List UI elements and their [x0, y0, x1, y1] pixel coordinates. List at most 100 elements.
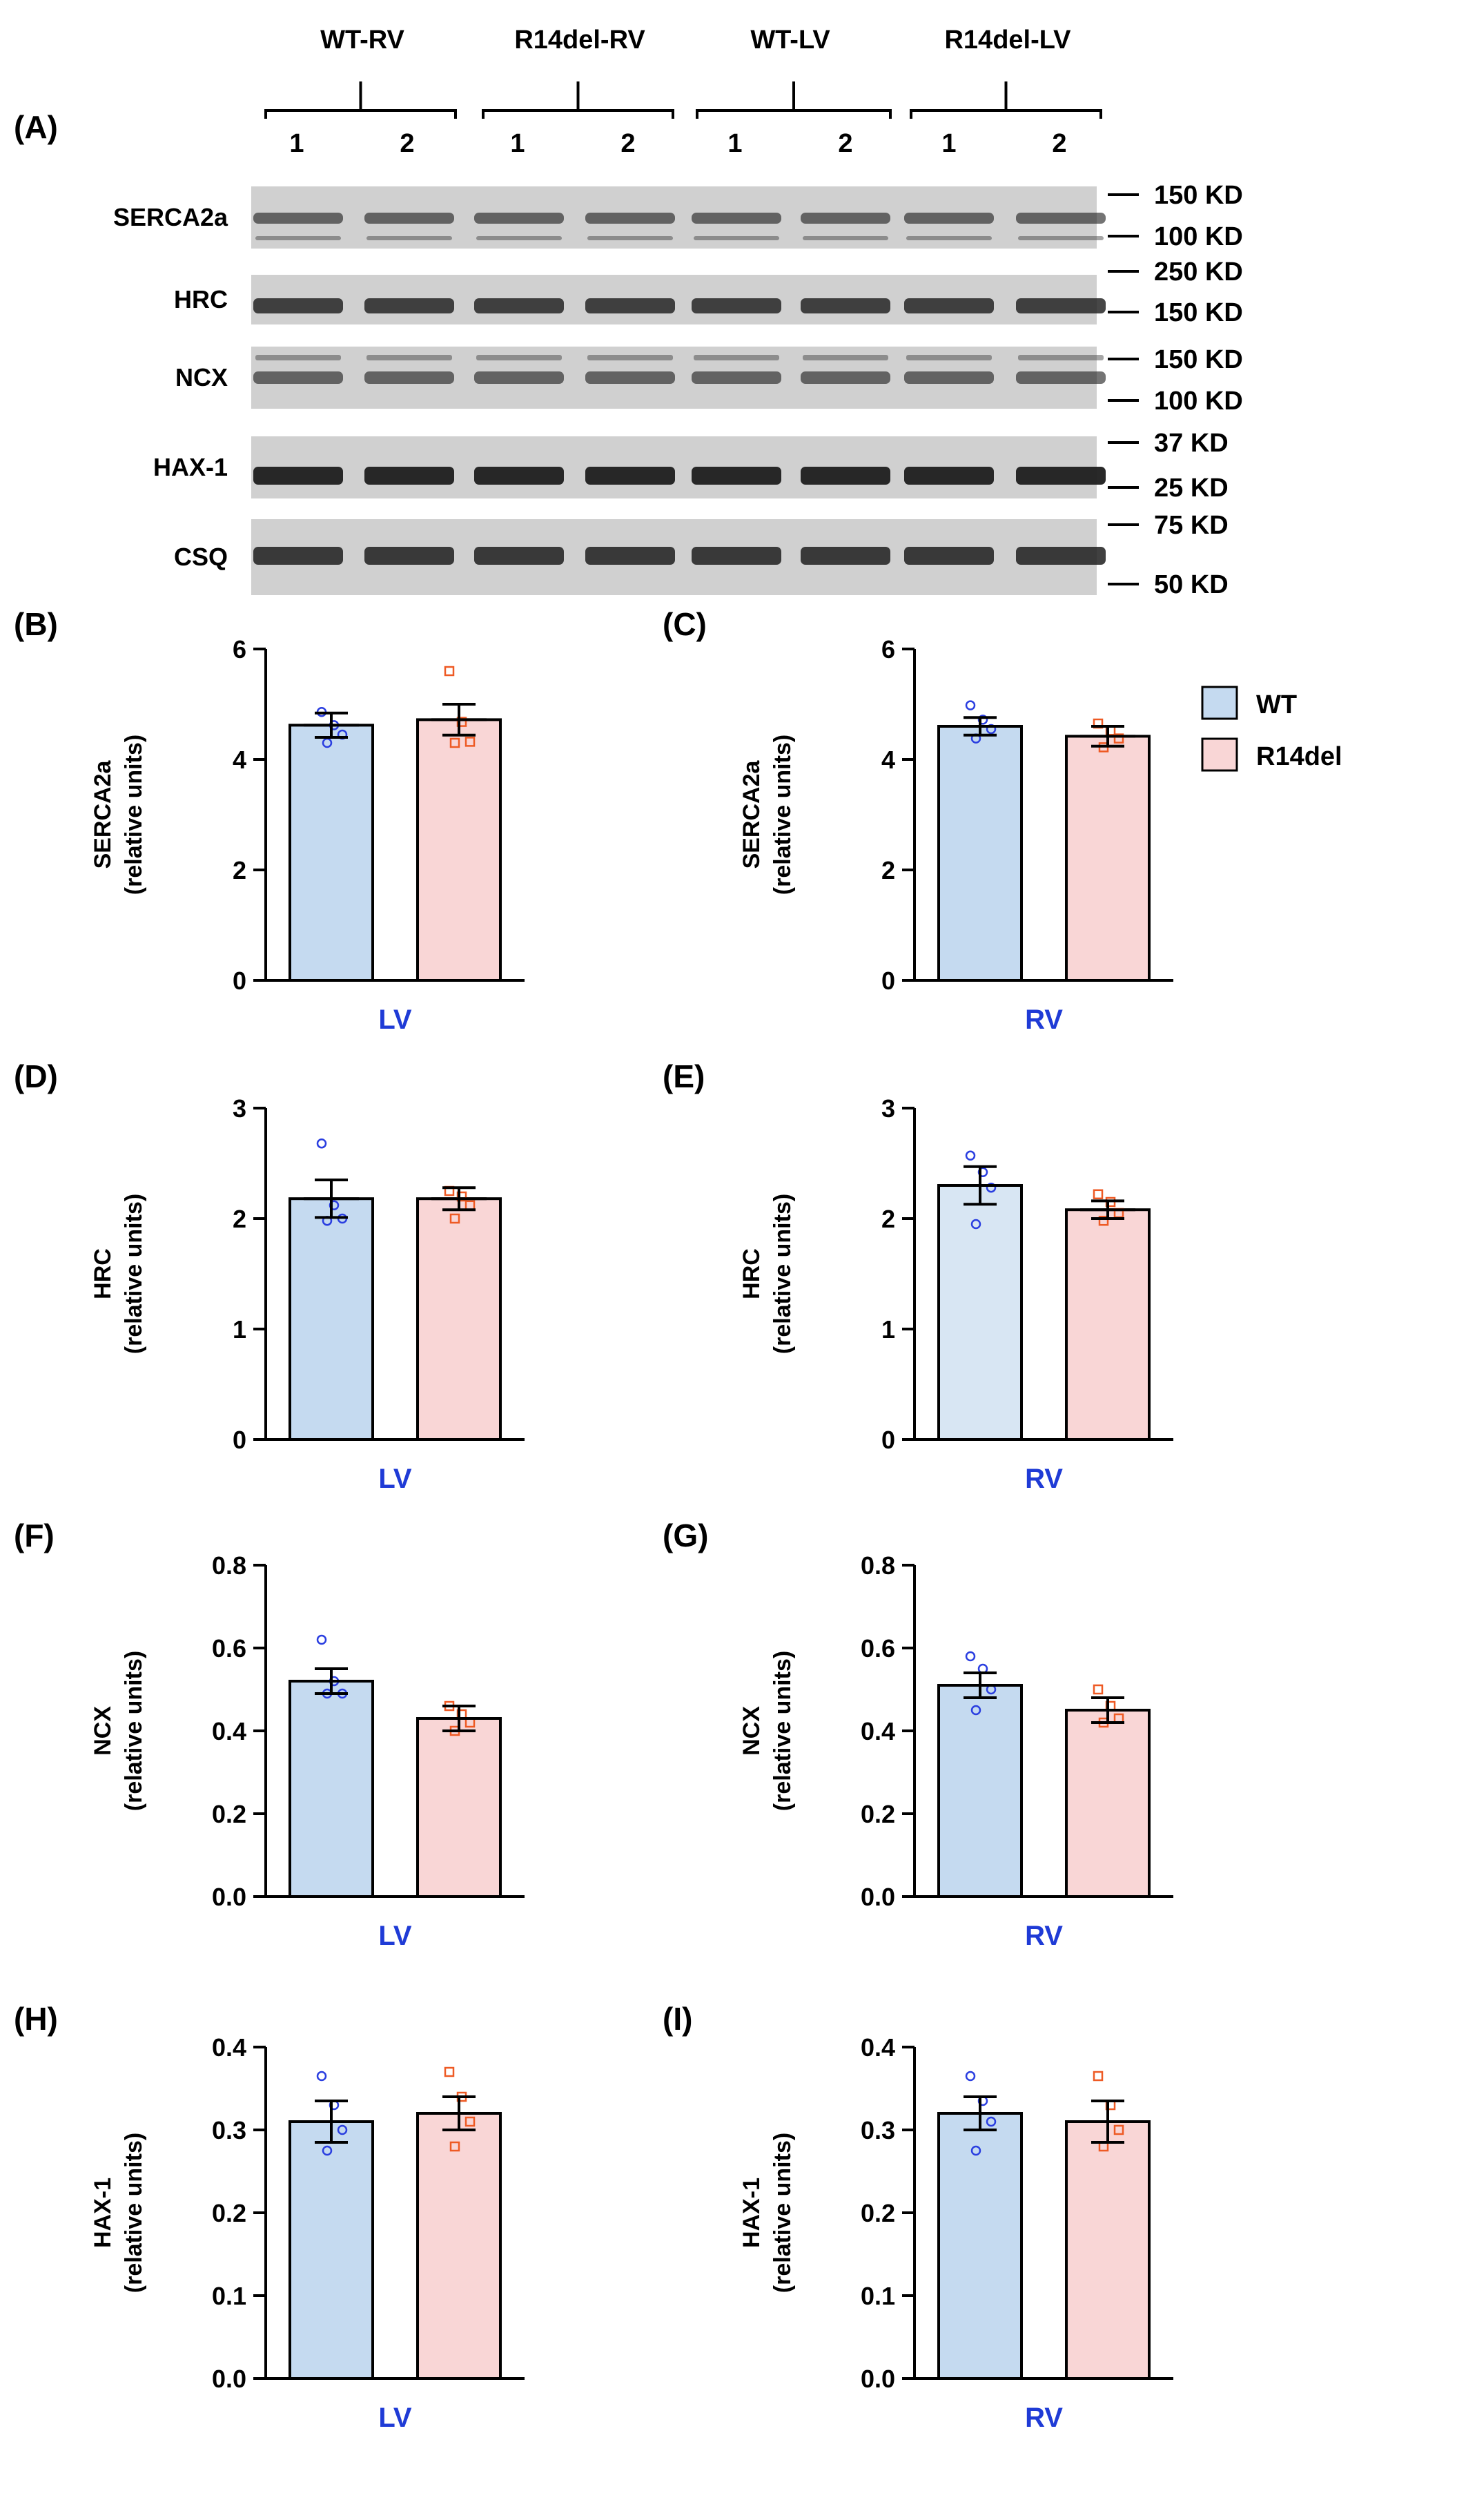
chart-h: (H) 0.0 0.1 0.2 0.3 0.4 HAX-1 (relative units) L…: [14, 2001, 525, 2433]
legend-swatch-0: [1201, 686, 1238, 720]
y-tick-label: 0: [233, 1426, 246, 1454]
y-tick-label: 0.4: [861, 2033, 895, 2062]
blot-band: [585, 547, 675, 565]
blot-row-ncx: NCX 150 KD 100 KD: [175, 345, 1243, 416]
blot-band: [364, 547, 454, 565]
chart-f: (F) 0.0 0.2 0.4 0.6 0.8 NCX (relative units) LV: [14, 1518, 525, 1951]
y-tick-label: 1: [881, 1315, 895, 1344]
protein-label-hrc: HRC: [174, 285, 228, 313]
y-axis-label: NCX: [739, 1706, 765, 1756]
group-label-3: R14del-LV: [944, 26, 1071, 55]
y-axis-units: (relative units): [770, 735, 796, 895]
blot-band: [474, 371, 564, 384]
group-bracket-0: [264, 81, 457, 119]
data-point-r14del: [1093, 1189, 1104, 1200]
y-axis-label: SERCA2a: [739, 759, 765, 869]
blot-band-faint: [587, 355, 673, 360]
y-axis-label: HAX-1: [739, 2178, 765, 2248]
blot-band: [585, 298, 675, 313]
y-tick-label: 3: [233, 1094, 246, 1123]
data-point-wt: [316, 1634, 327, 1645]
data-point-wt: [316, 2071, 327, 2082]
y-tick-label: 2: [233, 856, 246, 884]
blot-row-hrc: HRC 250 KD 150 KD: [174, 258, 1243, 327]
data-point-r14del: [465, 737, 476, 747]
blot-band: [904, 371, 994, 384]
y-tick-label: 0.0: [861, 2365, 895, 2393]
marker-label: 150 KD: [1154, 298, 1243, 327]
blot-band-faint: [906, 355, 992, 360]
y-tick-label: 4: [881, 746, 895, 774]
western-blot-panel: (A) WT-RV 1 2 R14del-RV 1 2 WT-LV 1 2 R14del-LV 1 2…: [14, 26, 1243, 599]
bar-r14del: [1065, 2120, 1151, 2380]
blot-band: [253, 371, 343, 384]
y-axis-label: HAX-1: [90, 2178, 116, 2248]
protein-label-hax-1: HAX-1: [153, 453, 228, 481]
y-tick-label: 0.8: [861, 1551, 895, 1580]
panel-letter: (I): [663, 2001, 692, 2037]
bar-r14del: [416, 1197, 502, 1441]
group-bracket-1: [482, 81, 674, 119]
legend: WT R14del: [1201, 686, 1342, 772]
y-tick-label: 0.0: [861, 1883, 895, 1911]
legend-swatch-1: [1201, 737, 1238, 772]
blot-band: [904, 547, 994, 565]
panel-letter: (B): [14, 606, 58, 642]
marker-label: 37 KD: [1154, 429, 1229, 458]
blot-band: [692, 213, 781, 224]
y-tick-label: 0: [881, 967, 895, 995]
y-tick-label: 0.1: [861, 2282, 895, 2310]
y-tick-label: 0.0: [212, 1883, 246, 1911]
data-point-r14del: [449, 737, 460, 748]
blot-band-faint: [803, 355, 888, 360]
marker-label: 25 KD: [1154, 474, 1229, 503]
blot-band: [692, 371, 781, 384]
y-tick-label: 0.2: [212, 2199, 246, 2227]
blot-row-hax-1: HAX-1 37 KD 25 KD: [153, 429, 1229, 503]
y-axis-units: (relative units): [770, 1651, 796, 1811]
blot-band: [692, 547, 781, 565]
y-axis-units: (relative units): [121, 1194, 147, 1354]
data-point-wt: [316, 1138, 327, 1149]
blot-band: [692, 298, 781, 313]
y-tick-label: 0.3: [861, 2116, 895, 2144]
bar-wt: [289, 2120, 374, 2380]
blot-band: [692, 467, 781, 485]
blot-band: [253, 213, 343, 224]
chart-e: (E) 0 1 2 3 HRC (relative units) RV: [663, 1058, 1173, 1494]
blot-row-csq: CSQ 75 KD 50 KD: [174, 511, 1229, 599]
y-tick-label: 2: [881, 856, 895, 884]
y-tick-label: 4: [233, 746, 246, 774]
blot-band-faint: [694, 355, 779, 360]
lane-number-2-0: 1: [727, 129, 742, 158]
blot-band-faint: [476, 355, 562, 360]
lane-number-1-0: 1: [510, 129, 525, 158]
legend-label-0: WT: [1256, 690, 1297, 719]
blot-band: [364, 298, 454, 313]
marker-label: 250 KD: [1154, 258, 1243, 287]
y-tick-label: 2: [881, 1205, 895, 1233]
y-axis-units: (relative units): [121, 2133, 147, 2293]
bar-r14del: [416, 1717, 502, 1898]
data-point-wt: [965, 2071, 976, 2082]
bar-wt: [937, 1684, 1023, 1898]
marker-label: 100 KD: [1154, 222, 1243, 251]
blot-band: [253, 547, 343, 565]
y-tick-label: 2: [233, 1205, 246, 1233]
marker-label: 150 KD: [1154, 345, 1243, 374]
data-point-r14del: [1093, 1684, 1104, 1695]
y-axis-units: (relative units): [121, 735, 147, 895]
chart-g: (G) 0.0 0.2 0.4 0.6 0.8 NCX (relative units) RV: [663, 1518, 1173, 1951]
group-label-1: R14del-RV: [514, 26, 645, 55]
bar-r14del: [416, 2112, 502, 2380]
blot-band: [1016, 371, 1106, 384]
blot-band: [474, 298, 564, 313]
panel-letter-a: (A): [14, 109, 58, 145]
bar-wt: [289, 1197, 374, 1441]
x-axis-label: LV: [378, 1464, 411, 1494]
data-point-r14del: [1093, 2071, 1104, 2082]
data-point-r14del: [465, 2116, 476, 2127]
y-tick-label: 0.1: [212, 2282, 246, 2310]
blot-band-faint: [255, 355, 341, 360]
